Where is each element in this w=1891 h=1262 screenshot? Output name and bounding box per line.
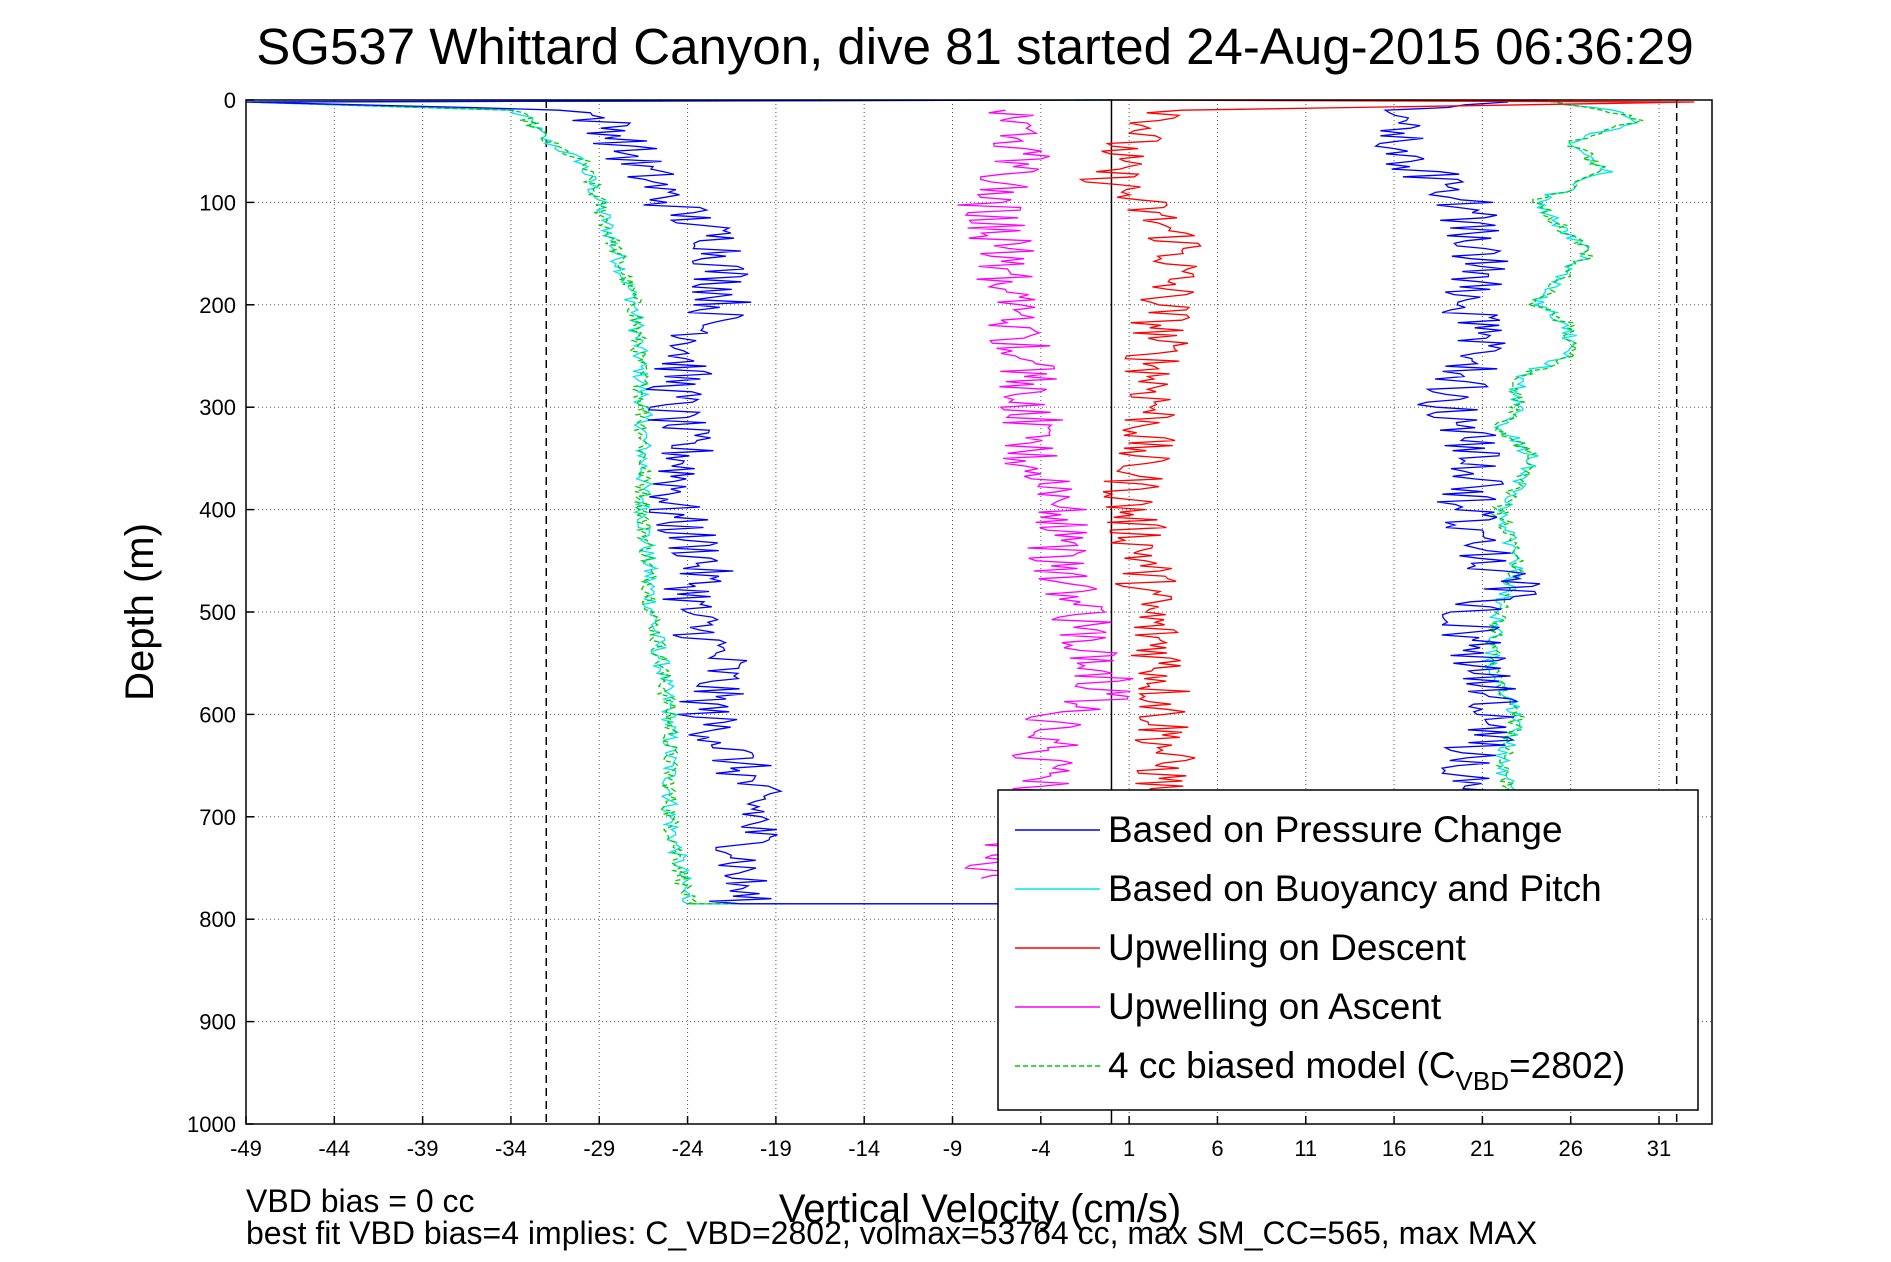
- y-tick-label: 1000: [187, 1112, 236, 1137]
- x-tick-label: -34: [495, 1136, 527, 1161]
- y-tick-label: 500: [199, 600, 236, 625]
- y-tick-label: 0: [224, 88, 236, 113]
- y-axis-label: Depth (m): [118, 523, 162, 701]
- series-line: [245, 99, 1541, 905]
- x-tick-label: 6: [1211, 1136, 1223, 1161]
- chart-title: SG537 Whittard Canyon, dive 81 started 2…: [256, 18, 1693, 75]
- x-tick-label: 16: [1382, 1136, 1406, 1161]
- legend-label: Upwelling on Descent: [1108, 927, 1467, 968]
- y-tick-label: 100: [199, 190, 236, 215]
- plot-area: -49 -44 -39 -34 -29 -24 -19 -14 -9 -4 1 6 11 16 21 26 31…: [187, 88, 1713, 1161]
- y-tick-labels: 0 100 200 300 400 500 600 700 800 900 1000: [187, 88, 236, 1137]
- x-tick-label: -4: [1031, 1136, 1051, 1161]
- x-tick-label: -29: [583, 1136, 615, 1161]
- legend-label: 4 cc biased model (CVBD=2802): [1108, 1045, 1625, 1096]
- series-line: [957, 109, 1134, 879]
- x-tick-label: -14: [848, 1136, 880, 1161]
- y-tick-label: 800: [199, 907, 236, 932]
- x-tick-label: -44: [318, 1136, 350, 1161]
- legend-label-text: Upwelling on Ascent: [1108, 986, 1442, 1027]
- series-group: [245, 99, 1695, 905]
- y-tick-label: 700: [199, 805, 236, 830]
- legend: Based on Pressure Change Based on Buoyanc…: [997, 789, 1699, 1111]
- legend-label-tail: =2802): [1509, 1045, 1625, 1086]
- x-tick-label: 26: [1558, 1136, 1582, 1161]
- y-tick-label: 300: [199, 395, 236, 420]
- plot-border: [245, 99, 1713, 1125]
- y-tick-label: 900: [199, 1010, 236, 1035]
- annotation-bestfit: best fit VBD bias=4 implies: C_VBD=2802,…: [246, 1215, 1537, 1251]
- x-tick-label: 21: [1470, 1136, 1494, 1161]
- legend-label-text: Based on Pressure Change: [1108, 809, 1563, 850]
- x-tick-label: -19: [760, 1136, 792, 1161]
- legend-label-subscript: VBD: [1456, 1066, 1509, 1096]
- x-tick-label: -49: [230, 1136, 262, 1161]
- x-tick-label: -39: [407, 1136, 439, 1161]
- legend-label: Upwelling on Ascent: [1108, 986, 1442, 1027]
- y-tick-label: 200: [199, 293, 236, 318]
- legend-box: [997, 789, 1699, 1111]
- series-line: [245, 99, 1644, 905]
- legend-label-text: Upwelling on Descent: [1108, 927, 1467, 968]
- legend-label-text: Based on Buoyancy and Pitch: [1108, 868, 1602, 909]
- annotation-bias: VBD bias = 0 cc: [246, 1183, 475, 1219]
- legend-label-text: 4 cc biased model (C: [1108, 1045, 1456, 1086]
- x-tick-label: 31: [1647, 1136, 1671, 1161]
- legend-label: Based on Buoyancy and Pitch: [1108, 868, 1602, 909]
- y-tick-label: 600: [199, 702, 236, 727]
- x-tick-labels: -49 -44 -39 -34 -29 -24 -19 -14 -9 -4 1 6 11 16 21 26 31: [230, 1136, 1671, 1161]
- legend-label: Based on Pressure Change: [1108, 809, 1563, 850]
- x-tick-label: 11: [1294, 1136, 1317, 1161]
- x-tick-label: 1: [1123, 1136, 1135, 1161]
- x-axis-label: Vertical Velocity (cm/s): [779, 1187, 1181, 1231]
- y-tick-label: 400: [199, 498, 236, 523]
- series-line: [1078, 99, 1695, 879]
- x-tick-label: -24: [672, 1136, 704, 1161]
- x-tick-label: -9: [943, 1136, 963, 1161]
